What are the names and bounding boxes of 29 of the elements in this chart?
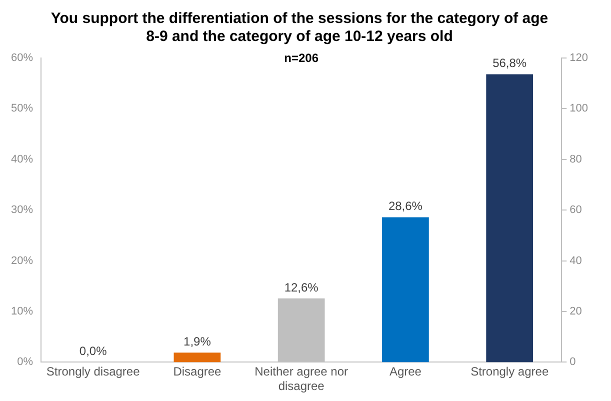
y-tick-label: 30%: [10, 204, 34, 216]
y-tick-label: 20%: [10, 254, 34, 267]
bar: [486, 74, 534, 362]
bar: [174, 352, 221, 362]
y2-tick-label: 20: [570, 306, 582, 318]
data-label: 56,8%: [492, 56, 527, 70]
x-tick-label: Neither agree nor disagree: [254, 364, 348, 394]
x-tick-label: Agree: [389, 364, 422, 379]
y-tick-label: 60%: [10, 52, 34, 64]
bar: [382, 217, 429, 362]
data-label: 12,6%: [284, 280, 319, 294]
data-label: 0,0%: [79, 344, 108, 358]
x-tick-label: Strongly disagree: [46, 364, 140, 379]
data-label: 28,6%: [388, 199, 423, 214]
y2-tick-label: 60: [570, 204, 582, 216]
y2-tick-label: 100: [570, 102, 588, 115]
y-tick-label: 40%: [10, 153, 34, 166]
y2-tick-label: 40: [570, 254, 582, 267]
y2-tick-label: 120: [570, 52, 588, 64]
y-tick-label: 0%: [17, 356, 34, 368]
y-tick-label: 10%: [10, 306, 34, 318]
chart-title: You support the differentiation of the sessions for the category of age 8-9 and the category of age 10-12 years old: [50, 10, 548, 46]
data-label: 1,9%: [184, 334, 212, 349]
y-tick-label: 50%: [10, 102, 34, 115]
y2-tick-label: 0: [570, 356, 576, 368]
y2-tick-label: 80: [570, 153, 582, 166]
annotation: n=206: [284, 51, 319, 65]
x-tick-label: Strongly agree: [470, 364, 549, 379]
x-tick-label: Disagree: [173, 364, 222, 379]
